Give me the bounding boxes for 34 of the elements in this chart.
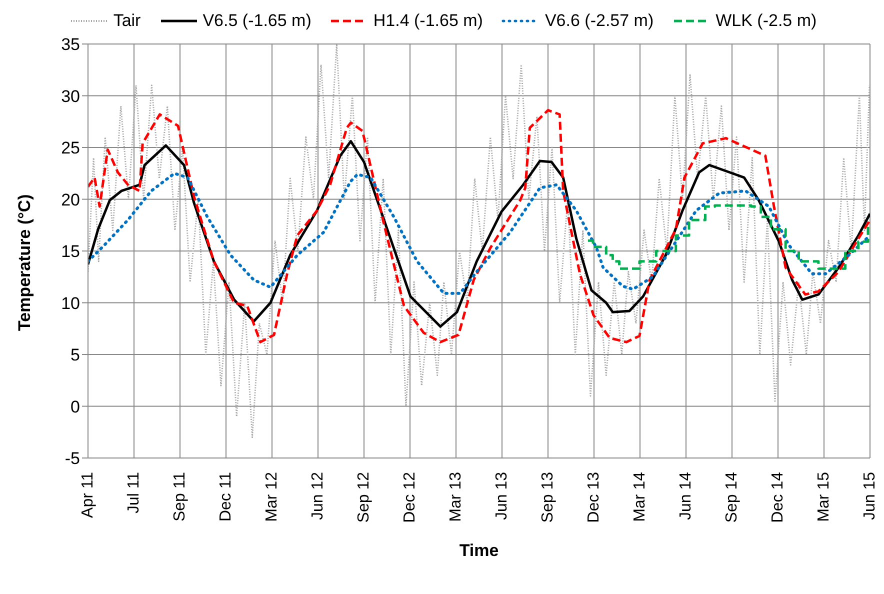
x-tick-label: Jul 11 [126, 472, 142, 514]
y-tick-label: 20 [61, 190, 80, 210]
x-tick-label: Jun 13 [494, 472, 510, 520]
y-tick-label: -5 [64, 449, 80, 468]
x-tick-label: Dec 13 [586, 472, 602, 523]
y-axis-title: Temperature (°C) [15, 194, 34, 331]
x-tick-label: Sep 12 [356, 472, 372, 523]
legend-label: V6.6 (-2.57 m) [544, 11, 654, 31]
legend-label: WLK (-2.5 m) [716, 11, 817, 31]
x-tick-label: Dec 12 [402, 472, 418, 523]
y-tick-label: 35 [61, 35, 80, 54]
y-tick-label: 15 [61, 242, 80, 262]
x-tick-label: Mar 15 [816, 472, 832, 522]
x-axis-title: Time [459, 541, 499, 560]
y-tick-label: 5 [70, 346, 80, 365]
x-tick-label: Jun 12 [310, 472, 326, 520]
y-tick-label: 25 [61, 138, 80, 158]
y-tick-label: 0 [70, 397, 80, 416]
y-tick-label: 10 [61, 294, 80, 313]
y-tick-label: 30 [61, 86, 80, 106]
legend-label: Tair [113, 11, 141, 31]
legend-label: H1.4 (-1.65 m) [373, 11, 483, 31]
x-tick-label: Mar 14 [632, 472, 648, 522]
x-tick-label: Sep 11 [172, 472, 188, 522]
x-tick-label: Jun 14 [678, 472, 694, 520]
x-tick-label: Mar 13 [448, 472, 464, 522]
x-tick-label: Sep 14 [724, 472, 740, 523]
legend-label: V6.5 (-1.65 m) [202, 11, 312, 31]
x-tick-label: Jun 15 [862, 472, 878, 520]
x-tick-label: Sep 13 [540, 472, 556, 523]
x-tick-label: Mar 12 [264, 472, 280, 522]
x-tick-label: Apr 11 [80, 472, 96, 518]
x-tick-label: Dec 14 [770, 472, 786, 523]
x-tick-label: Dec 11 [218, 472, 234, 522]
